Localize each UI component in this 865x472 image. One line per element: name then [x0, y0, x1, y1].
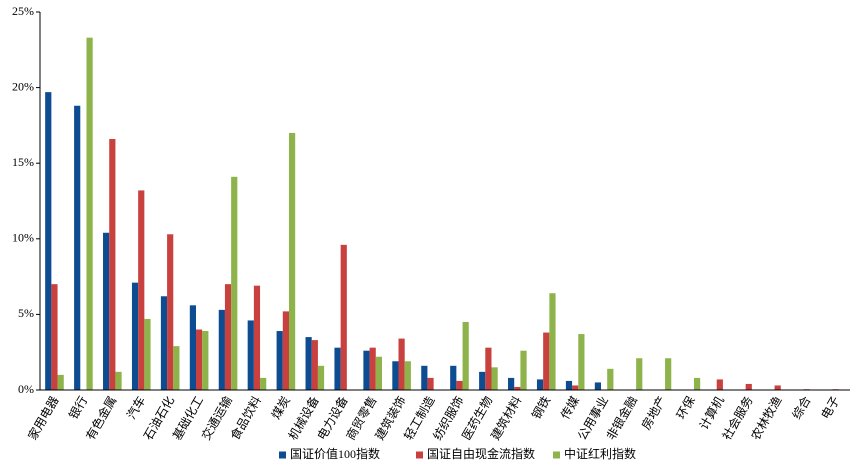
bar [218, 309, 225, 390]
legend-label: 中证红利指数 [564, 446, 636, 461]
bar [514, 386, 521, 390]
bar [565, 380, 573, 390]
bar [288, 132, 296, 390]
x-tick-label: 煤炭 [269, 394, 293, 422]
bar [247, 320, 254, 390]
bar [375, 356, 382, 390]
bar [74, 105, 81, 390]
x-tick-label: 房地产 [638, 393, 669, 432]
bar [427, 377, 434, 390]
x-tick-label: 汽车 [123, 393, 148, 421]
bar [144, 318, 151, 390]
bar [462, 321, 469, 390]
y-tick-label: 0% [18, 382, 34, 396]
bar [479, 371, 486, 390]
bar [421, 365, 428, 390]
bar [305, 337, 312, 390]
bar [103, 232, 110, 390]
bar [369, 347, 376, 390]
bar [86, 37, 93, 390]
bar [398, 338, 405, 390]
y-tick-label: 10% [12, 231, 34, 245]
legend-label: 国证价值100指数 [290, 446, 380, 461]
bar [520, 350, 527, 390]
bar [317, 365, 325, 390]
bar [196, 329, 203, 390]
bar [491, 367, 498, 390]
bar [636, 358, 643, 390]
bar [334, 347, 341, 390]
x-tick-label: 传媒 [557, 393, 582, 421]
x-tick-label: 家用电器 [24, 393, 61, 442]
y-tick-label: 5% [18, 306, 34, 320]
x-tick-label: 电子 [818, 394, 842, 422]
bar [745, 383, 752, 390]
bar [282, 311, 289, 390]
x-tick-label: 银行 [66, 394, 90, 422]
bar [167, 234, 174, 390]
bar [774, 385, 781, 390]
bar [485, 347, 492, 390]
legend-swatch [553, 451, 560, 459]
bar [665, 358, 672, 390]
bar [115, 371, 122, 390]
x-tick-label: 计算机 [696, 393, 727, 432]
bar [392, 361, 399, 390]
x-tick-label: 钢铁 [529, 394, 553, 422]
bar [607, 368, 614, 390]
bar [173, 346, 180, 390]
bar [131, 282, 139, 390]
y-tick-label: 15% [12, 155, 34, 169]
bar [311, 340, 318, 390]
bar [693, 377, 701, 390]
bar [45, 92, 52, 391]
bar [536, 379, 544, 390]
bar [189, 305, 197, 390]
bar [404, 361, 411, 390]
bar [363, 350, 370, 390]
bar [456, 380, 463, 390]
bar [450, 365, 457, 390]
bar [572, 385, 579, 390]
bar [109, 139, 116, 390]
bar [549, 293, 556, 390]
bar [57, 374, 64, 390]
bar [276, 331, 283, 390]
bar [51, 284, 58, 390]
bar [231, 176, 238, 390]
bar [224, 284, 232, 390]
y-tick-label: 20% [12, 79, 34, 93]
x-tick-label: 综合 [789, 393, 814, 421]
bar [508, 377, 515, 390]
legend-label: 国证自由现金流指数 [427, 446, 535, 461]
legend-swatch [279, 451, 286, 459]
bar [594, 382, 602, 390]
bar [716, 379, 723, 390]
bar [253, 285, 261, 390]
bar [202, 331, 209, 390]
bar [160, 296, 168, 390]
y-tick-label: 25% [12, 4, 34, 18]
bar [138, 190, 145, 390]
bar [340, 244, 347, 390]
bar [260, 377, 267, 390]
bar [578, 334, 585, 390]
x-tick-label: 环保 [674, 394, 698, 422]
legend-swatch [416, 451, 423, 459]
bar [543, 332, 550, 390]
